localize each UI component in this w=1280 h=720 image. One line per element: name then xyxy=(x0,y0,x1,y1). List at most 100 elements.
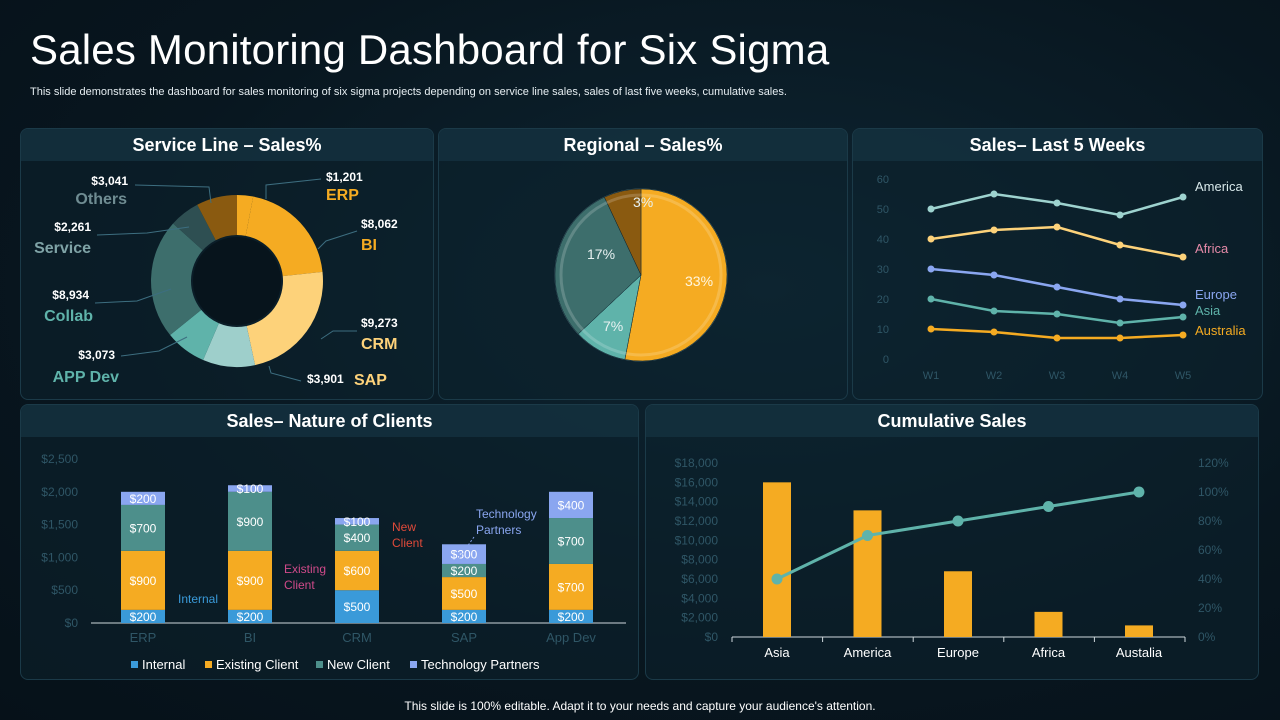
cumulative-ytick-7: $14,000 xyxy=(675,495,719,509)
clients-bar-app-dev-1 xyxy=(549,563,593,610)
cumulative-title: Cumulative Sales xyxy=(646,405,1258,437)
leader-line-crm xyxy=(320,330,357,340)
cumulative-bar-africa xyxy=(1034,611,1063,637)
service-name-crm: CRM xyxy=(361,336,397,353)
cumulative-ytick-8: $16,000 xyxy=(675,475,719,489)
clients-bar-crm-2 xyxy=(335,524,379,551)
clients-bar-label-1-0: $200 xyxy=(237,610,264,624)
weeks-point-africa-1 xyxy=(990,226,998,234)
service-value-others: $3,041 xyxy=(91,174,128,188)
pie-inner-ring xyxy=(559,193,723,357)
weeks-point-america-2 xyxy=(1053,199,1061,207)
clients-bar-label-1-2: $900 xyxy=(237,515,264,529)
clients-bar-label-0-1: $900 xyxy=(130,574,157,588)
clients-bar-label-4-3: $400 xyxy=(558,498,585,512)
weeks-line-africa xyxy=(930,225,1184,259)
cumulative-pct-point-1 xyxy=(862,530,873,541)
weeks-point-africa-0 xyxy=(927,235,935,243)
service-name-bi: BI xyxy=(361,237,377,254)
clients-xtick-2: CRM xyxy=(342,630,372,645)
service-value-service: $2,261 xyxy=(54,220,91,234)
weeks-xtick-W2: W2 xyxy=(986,370,1003,382)
weeks-ytick-60: 60 xyxy=(877,174,889,186)
cumulative-ytick-3: $6,000 xyxy=(681,572,718,586)
cumulative-ytick-9: $18,000 xyxy=(675,456,719,470)
clients-annotation-internal: Internal xyxy=(178,592,218,606)
clients-bar-bi-3 xyxy=(228,485,272,492)
cumulative-pct-point-2 xyxy=(952,515,964,527)
clients-ytick-1: $500 xyxy=(51,583,78,597)
weeks-point-asia-0 xyxy=(927,295,935,303)
clients-bar-bi-1 xyxy=(228,550,272,610)
clients-bar-crm-0 xyxy=(335,590,379,623)
weeks-point-australia-2 xyxy=(1053,334,1061,342)
weeks-series-label-america: America xyxy=(1195,179,1243,194)
weeks-series-label-africa: Africa xyxy=(1195,241,1229,256)
clients-legend-swatch-3 xyxy=(410,661,417,668)
cumulative-y2tick-4: 80% xyxy=(1198,514,1222,528)
clients-bar-label-2-3: $100 xyxy=(344,515,371,529)
donut-slice-crm xyxy=(246,271,324,366)
clients-bar-erp-3 xyxy=(121,491,165,505)
leader-line-collab xyxy=(94,288,172,304)
weeks-xtick-W3: W3 xyxy=(1049,370,1066,382)
clients-legend-label-1: Existing Client xyxy=(216,657,299,672)
weeks-point-africa-4 xyxy=(1179,253,1187,261)
clients-legend-swatch-1 xyxy=(205,661,212,668)
donut-slice-sap xyxy=(203,323,256,367)
cumulative-pct-point-0 xyxy=(771,573,783,585)
clients-bar-label-4-1: $700 xyxy=(558,580,585,594)
leader-line-sap xyxy=(268,365,302,382)
cumulative-pct-point-4 xyxy=(1133,486,1145,498)
weeks-point-asia-2 xyxy=(1053,310,1061,318)
service-line-title: Service Line – Sales% xyxy=(21,129,433,161)
clients-annotation-new-2: Client xyxy=(392,536,423,550)
cumulative-ytick-6: $12,000 xyxy=(675,514,719,528)
service-value-bi: $8,062 xyxy=(361,217,398,231)
weeks-point-australia-3 xyxy=(1116,334,1124,342)
weeks-panel: Sales– Last 5 Weeks 0 10 20 30 40 50 60 W1 W2 W3 W… xyxy=(852,128,1263,400)
clients-bar-erp-0 xyxy=(121,609,165,623)
clients-bar-label-3-1: $500 xyxy=(451,587,478,601)
service-value-sap: $3,901 xyxy=(307,372,344,386)
donut-hole xyxy=(193,237,281,325)
cumulative-y2tick-0: 0% xyxy=(1198,630,1216,644)
clients-legend-label-0: Internal xyxy=(142,657,185,672)
pie-slice-3 xyxy=(604,188,642,276)
clients-annotation-tech-1: Technology xyxy=(476,507,537,521)
clients-bar-label-4-2: $700 xyxy=(558,535,585,549)
service-name-app-dev: APP Dev xyxy=(53,369,120,386)
weeks-series-label-europe: Europe xyxy=(1195,287,1237,302)
clients-ytick-3: $1,500 xyxy=(41,518,78,532)
pie-slice-0 xyxy=(624,188,728,362)
service-line-chart: $1,201 ERP$8,062 BI $9,273 CRM $3,901 SAP $3,07… xyxy=(34,170,398,389)
service-value-erp: $1,201 xyxy=(326,170,363,184)
clients-ytick-4: $2,000 xyxy=(41,485,78,499)
clients-title: Sales– Nature of Clients xyxy=(21,405,638,437)
clients-bar-label-2-2: $400 xyxy=(344,531,371,545)
cumulative-chart: $0 $2,000 $4,000 $6,000 $8,000 $10,000 $12,000… xyxy=(675,456,1229,660)
weeks-xtick-W1: W1 xyxy=(923,370,940,382)
donut-slice-erp xyxy=(237,195,254,236)
weeks-ytick-20: 20 xyxy=(877,294,889,306)
clients-annotation-tech-2: Partners xyxy=(476,523,521,537)
pie-label-3: 3% xyxy=(633,194,653,210)
cumulative-ytick-2: $4,000 xyxy=(681,591,718,605)
service-value-crm: $9,273 xyxy=(361,316,398,330)
service-name-erp: ERP xyxy=(326,187,359,204)
leader-line-bi xyxy=(317,230,358,250)
clients-bar-sap-1 xyxy=(442,577,486,610)
cumulative-bar-europe xyxy=(944,571,972,637)
donut-slice-service xyxy=(173,204,216,251)
clients-bar-app-dev-3 xyxy=(549,491,593,519)
weeks-point-europe-1 xyxy=(990,271,998,279)
clients-bar-erp-1 xyxy=(121,550,165,610)
cumulative-bar-asia xyxy=(763,482,791,637)
cumulative-y2tick-3: 60% xyxy=(1198,543,1222,557)
cumulative-y2tick-5: 100% xyxy=(1198,485,1229,499)
weeks-point-asia-4 xyxy=(1179,313,1187,321)
footer-note: This slide is 100% editable. Adapt it to… xyxy=(404,699,876,713)
weeks-series-label-australia: Australia xyxy=(1195,323,1246,338)
weeks-ytick-50: 50 xyxy=(877,204,889,216)
clients-xtick-3: SAP xyxy=(451,630,477,645)
